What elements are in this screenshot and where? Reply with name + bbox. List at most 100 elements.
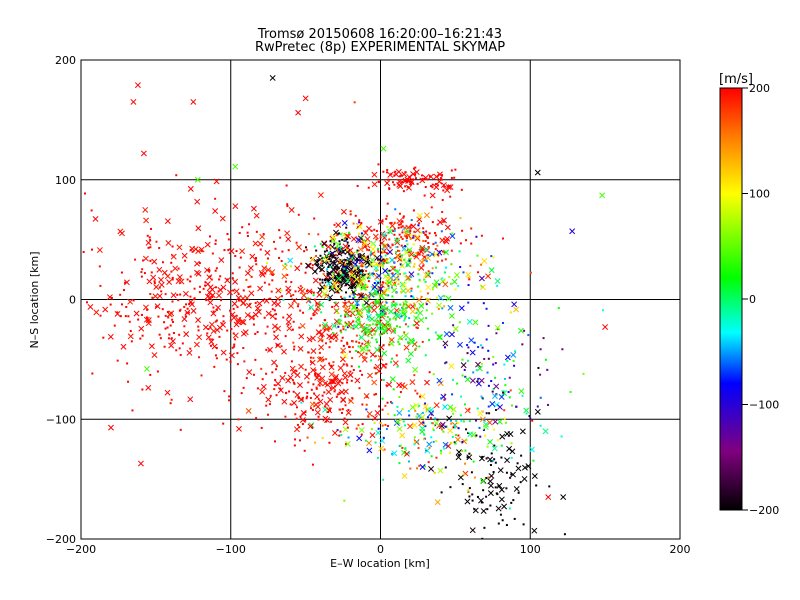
data-point-cross	[151, 258, 158, 265]
data-point-cross	[220, 284, 227, 291]
data-point-dot	[102, 336, 105, 339]
data-point-dot	[402, 308, 405, 311]
data-point-dot	[327, 265, 330, 268]
data-point-dot	[473, 476, 476, 479]
data-point-dot	[116, 311, 119, 314]
data-point-dot	[431, 221, 434, 224]
data-point-dot	[325, 249, 328, 252]
data-point-dot	[131, 409, 134, 412]
data-point-cross	[485, 273, 491, 280]
data-point-cross	[333, 256, 340, 263]
data-point-dot	[330, 420, 333, 423]
data-point-dot	[161, 261, 164, 264]
data-point-dot	[343, 238, 346, 241]
data-point-dot	[387, 243, 390, 246]
data-point-dot	[140, 271, 143, 274]
data-point-dot	[414, 389, 417, 392]
data-point-dot	[318, 351, 321, 354]
data-point-dot	[363, 239, 366, 242]
data-point-cross	[119, 230, 125, 237]
data-point-dot	[443, 447, 446, 450]
data-point-cross	[93, 309, 100, 316]
data-point-dot	[523, 329, 526, 332]
data-point-dot	[312, 356, 315, 359]
data-point-dot	[401, 264, 404, 267]
data-point-cross	[181, 316, 188, 322]
data-point-dot	[347, 409, 350, 412]
data-point-dot	[404, 185, 407, 188]
data-point-dot	[483, 419, 486, 422]
data-point-cross	[469, 527, 476, 534]
data-point-dot	[303, 250, 306, 253]
data-point-dot	[388, 343, 391, 346]
data-point-cross	[413, 402, 420, 409]
data-point-dot	[417, 224, 420, 227]
data-point-cross	[275, 380, 282, 387]
data-point-cross	[504, 457, 511, 464]
data-point-dot	[542, 337, 545, 340]
data-point-cross	[400, 309, 407, 316]
data-point-dot	[480, 501, 483, 504]
data-point-cross	[145, 384, 152, 391]
colorbar-tick-label: −100	[749, 399, 779, 412]
data-point-cross	[285, 289, 292, 295]
data-point-dot	[398, 462, 401, 465]
data-point-dot	[504, 421, 507, 424]
data-point-dot	[539, 424, 542, 427]
data-point-dot	[401, 231, 404, 234]
data-point-cross	[464, 407, 471, 414]
data-point-dot	[149, 238, 152, 241]
data-point-dot	[264, 332, 267, 335]
data-point-dot	[350, 365, 353, 368]
data-point-dot	[416, 182, 419, 185]
data-point-cross	[339, 258, 346, 265]
data-point-dot	[214, 354, 217, 357]
data-point-dot	[442, 220, 445, 223]
data-point-dot	[374, 441, 377, 444]
data-point-dot	[407, 325, 410, 328]
data-point-cross	[313, 259, 320, 265]
data-point-dot	[360, 292, 363, 295]
data-point-dot	[344, 328, 347, 331]
data-point-dot	[408, 317, 411, 320]
data-point-dot	[421, 411, 424, 414]
data-point-dot	[424, 425, 427, 428]
data-point-dot	[490, 452, 493, 455]
data-point-cross	[379, 437, 386, 444]
data-point-cross	[1, 294, 6, 299]
data-point-dot	[382, 436, 385, 439]
data-point-dot	[320, 311, 323, 314]
data-point-dot	[269, 297, 272, 300]
data-point-dot	[341, 238, 344, 241]
data-point-dot	[422, 421, 425, 424]
data-point-dot	[326, 261, 329, 264]
data-point-cross	[498, 394, 505, 400]
data-point-dot	[274, 440, 277, 443]
data-point-cross	[428, 465, 435, 472]
data-point-cross	[382, 267, 389, 274]
data-point-dot	[336, 429, 339, 432]
data-point-dot	[385, 427, 388, 430]
data-point-cross	[14, 305, 19, 310]
data-point-dot	[385, 171, 388, 174]
data-point-dot	[292, 390, 295, 393]
data-point-dot	[73, 374, 75, 376]
data-point-dot	[362, 297, 365, 300]
data-point-dot	[440, 449, 443, 452]
data-point-dot	[422, 239, 425, 242]
data-point-dot	[232, 289, 235, 292]
data-point-dot	[415, 467, 418, 470]
data-point-cross	[305, 262, 311, 269]
data-point-cross	[285, 318, 292, 325]
data-point-cross	[350, 236, 357, 242]
data-point-dot	[235, 250, 238, 253]
data-point-dot	[363, 332, 366, 335]
data-point-dot	[329, 240, 332, 243]
data-point-dot	[328, 382, 331, 385]
data-point-dot	[422, 227, 425, 230]
data-point-cross	[344, 277, 351, 284]
data-point-dot	[309, 396, 312, 399]
data-point-dot	[178, 333, 181, 336]
data-point-cross	[220, 321, 226, 328]
data-point-dot	[506, 359, 509, 362]
